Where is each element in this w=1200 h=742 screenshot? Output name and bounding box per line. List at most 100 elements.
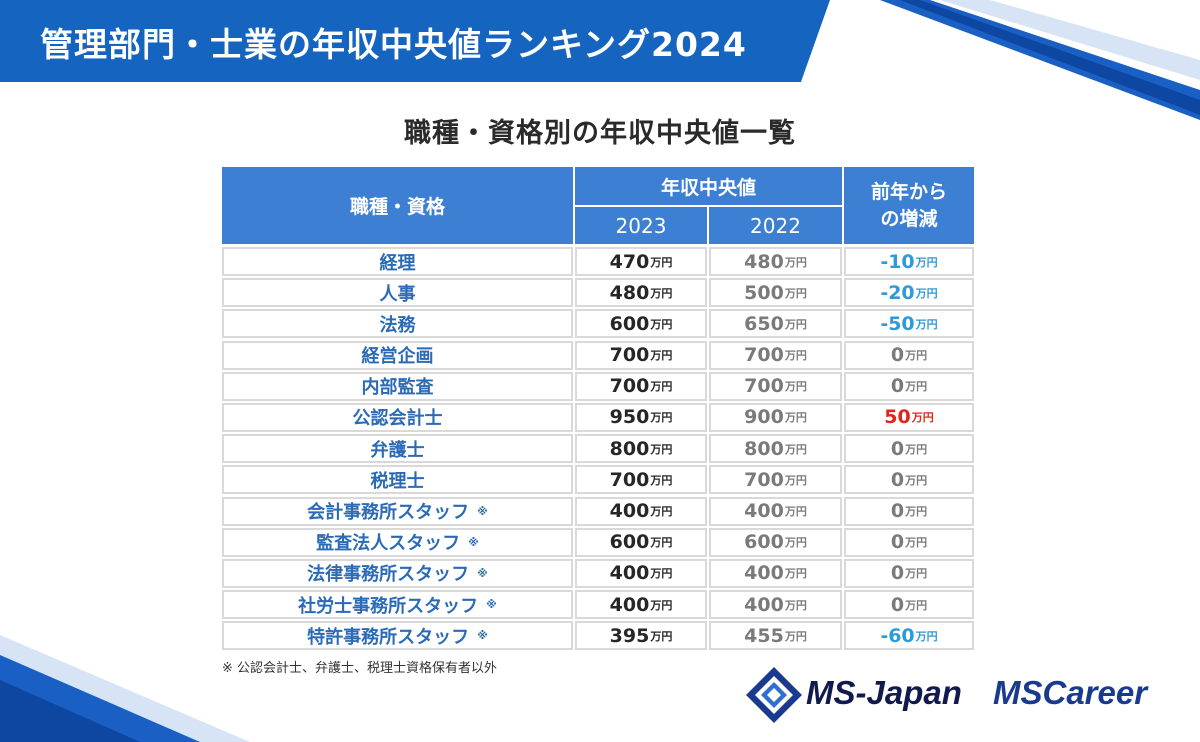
unit-label: 万円 (784, 286, 807, 300)
job-name-cell: 内部監査 (222, 371, 573, 401)
salary-2022-cell-value: 400 (744, 500, 784, 522)
salary-2023-cell-value: 400 (609, 593, 650, 616)
salary-2022-cell: 400 万円 (709, 496, 842, 526)
job-name: 人事 (379, 283, 416, 305)
unit-label: 万円 (784, 473, 807, 487)
change-cell: 0 万円 (844, 558, 974, 588)
salary-2022-cell-value: 400 (744, 562, 784, 585)
salary-2023-cell-value: 700 (609, 375, 650, 398)
job-name-cell: 法律事務所スタッフ ※ (222, 558, 573, 588)
job-name: 監査法人スタッフ (316, 533, 461, 555)
unit-label: 万円 (905, 349, 928, 363)
unit-label: 万円 (650, 255, 673, 269)
salary-2023-cell: 600 万円 (575, 309, 707, 339)
job-name: 法律事務所スタッフ (307, 564, 470, 586)
unit-label: 万円 (915, 317, 938, 331)
decorative-stripes-bottom-left (0, 635, 250, 742)
note-mark: ※ (468, 535, 479, 549)
unit-label: 万円 (915, 629, 938, 643)
salary-2023-cell-value: 480 (609, 281, 650, 304)
job-name-cell: 経営企画 (222, 340, 573, 370)
header-median: 年収中央値 (575, 167, 842, 205)
unit-label: 万円 (650, 629, 673, 643)
salary-2023-cell: 700 万円 (575, 465, 707, 495)
job-name-cell: 公認会計士 (222, 402, 573, 432)
unit-label: 万円 (784, 255, 807, 269)
table-row: 公認会計士 950 万円 900 万円 50 万円 (222, 402, 974, 433)
header-year-2022: 2022 (709, 207, 842, 244)
unit-label: 万円 (784, 442, 807, 456)
salary-2023-cell: 400 万円 (575, 496, 707, 526)
salary-2022-cell: 400 万円 (709, 590, 842, 620)
salary-2023-cell: 700 万円 (575, 371, 707, 401)
unit-label: 万円 (915, 255, 938, 269)
salary-2022-cell: 700 万円 (709, 371, 842, 401)
unit-label: 万円 (650, 567, 673, 581)
page-title: 管理部門・士業の年収中央値ランキング2024 (40, 25, 747, 64)
job-name: 弁護士 (370, 439, 425, 461)
change-cell: -10 万円 (844, 247, 974, 276)
salary-2023-cell-value: 950 (609, 406, 650, 429)
change-cell-value: 0 (890, 375, 905, 398)
change-cell-value: 0 (890, 500, 905, 522)
salary-2023-cell: 400 万円 (575, 590, 707, 620)
job-name-cell: 経理 (222, 247, 573, 276)
change-cell: 0 万円 (844, 340, 974, 370)
change-cell-value: 0 (890, 593, 905, 616)
change-cell-value: -60 (880, 624, 915, 647)
salary-2022-cell-value: 900 (744, 406, 784, 429)
salary-2023-cell: 600 万円 (575, 527, 707, 557)
note-mark: ※ (486, 598, 497, 612)
job-name: 会計事務所スタッフ (307, 502, 470, 523)
decorative-stripes-top-right (880, 0, 1200, 120)
table-row: 会計事務所スタッフ ※ 400 万円 400 万円 0 万円 (222, 496, 974, 527)
job-name-cell: 人事 (222, 278, 573, 308)
change-cell: 0 万円 (844, 496, 974, 526)
unit-label: 万円 (650, 598, 673, 612)
table-row: 経営企画 700 万円 700 万円 0 万円 (222, 340, 974, 371)
table-row: 法律事務所スタッフ ※ 400 万円 400 万円 0 万円 (222, 558, 974, 589)
table-row: 監査法人スタッフ ※ 600 万円 600 万円 0 万円 (222, 527, 974, 558)
table-row: 内部監査 700 万円 700 万円 0 万円 (222, 371, 974, 402)
salary-2023-cell: 400 万円 (575, 558, 707, 588)
unit-label: 万円 (784, 349, 807, 363)
salary-2023-cell-value: 470 (609, 250, 650, 273)
unit-label: 万円 (784, 536, 807, 550)
job-name: 経営企画 (361, 346, 434, 368)
salary-2023-cell-value: 395 (609, 624, 650, 647)
table-row: 税理士 700 万円 700 万円 0 万円 (222, 464, 974, 495)
unit-label: 万円 (784, 629, 807, 643)
salary-2023-cell: 395 万円 (575, 621, 707, 651)
table-row: 社労士事務所スタッフ ※ 400 万円 400 万円 0 万円 (222, 589, 974, 620)
unit-label: 万円 (784, 317, 807, 331)
ms-japan-logo-text: MS-Japan (806, 674, 962, 711)
unit-label: 万円 (650, 380, 673, 394)
change-cell: -50 万円 (844, 309, 974, 339)
salary-2022-cell-value: 500 (744, 281, 784, 304)
unit-label: 万円 (784, 567, 807, 581)
salary-2022-cell-value: 800 (744, 437, 784, 460)
unit-label: 万円 (905, 473, 928, 487)
footnote: ※ 公認会計士、弁護士、税理士資格保有者以外 (222, 661, 498, 676)
job-name-cell: 法務 (222, 309, 573, 339)
header-job: 職種・資格 (222, 167, 573, 244)
unit-label: 万円 (784, 411, 807, 425)
salary-2023-cell-value: 400 (609, 500, 650, 522)
change-cell-value: 0 (890, 468, 905, 491)
salary-2022-cell-value: 600 (744, 531, 784, 554)
job-name: 社労士事務所スタッフ (298, 595, 479, 617)
change-cell: 0 万円 (844, 527, 974, 557)
salary-2022-cell: 400 万円 (709, 558, 842, 588)
change-cell-value: 50 (884, 406, 911, 429)
change-cell-value: -50 (880, 312, 915, 335)
salary-2022-cell-value: 700 (744, 375, 784, 398)
unit-label: 万円 (911, 411, 934, 425)
salary-2022-cell: 700 万円 (709, 465, 842, 495)
table-row: 特許事務所スタッフ ※ 395 万円 455 万円 -60 万円 (222, 620, 974, 651)
salary-2023-cell-value: 700 (609, 468, 650, 491)
table-row: 経理 470 万円 480 万円 -10 万円 (222, 246, 974, 277)
salary-2023-cell: 950 万円 (575, 402, 707, 432)
change-cell-value: 0 (890, 344, 905, 367)
salary-2023-cell: 800 万円 (575, 434, 707, 464)
salary-2022-cell-value: 700 (744, 468, 784, 491)
